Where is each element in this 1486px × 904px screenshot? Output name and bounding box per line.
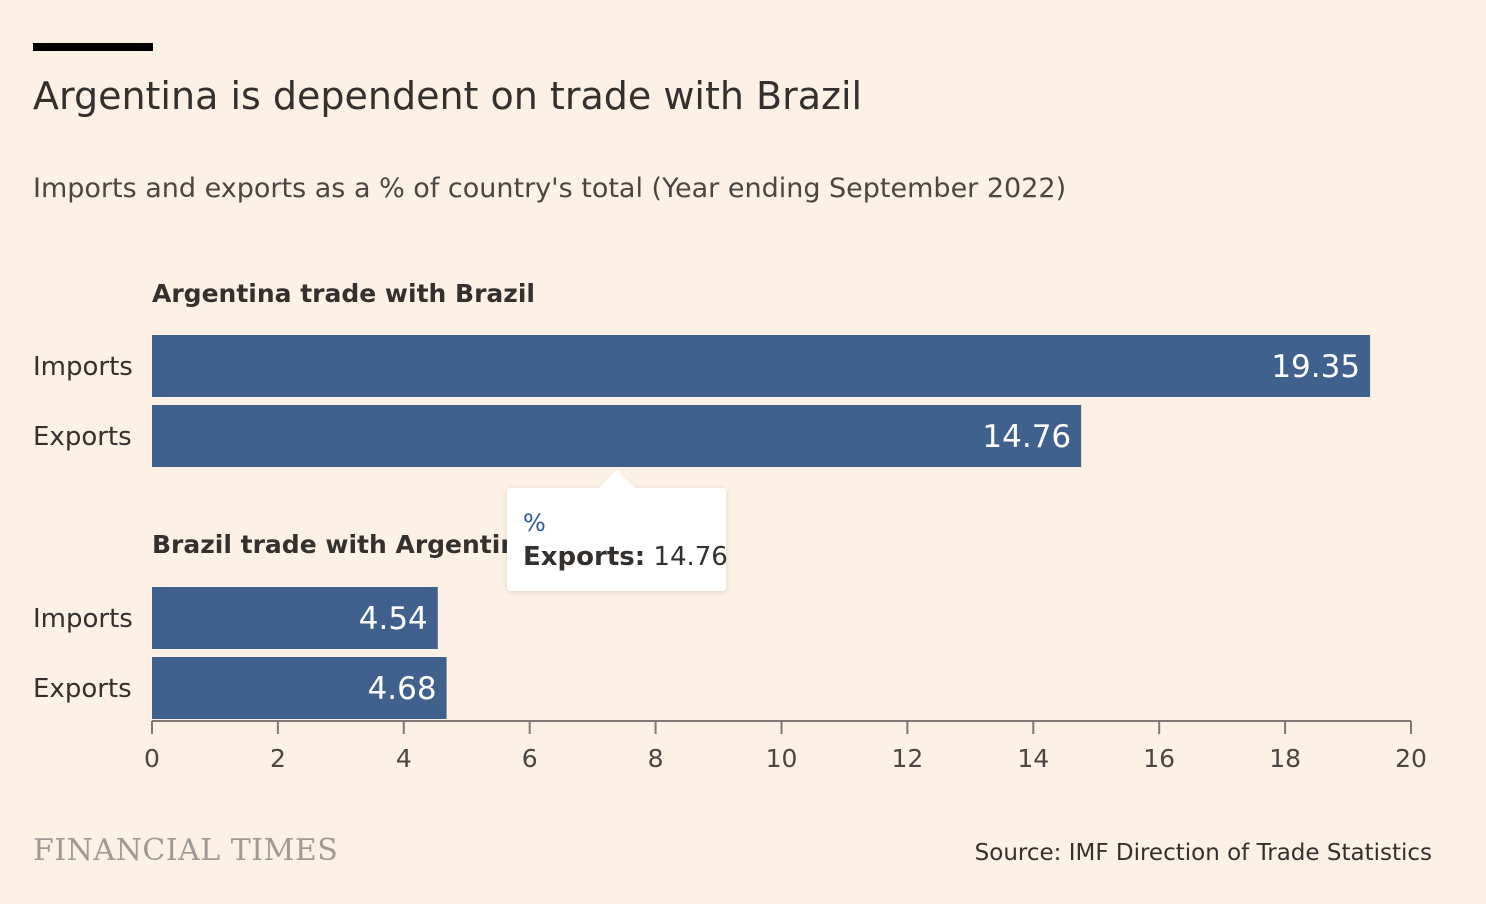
data-label: 4.68 [368, 671, 437, 707]
tooltip-label: Exports: [523, 542, 646, 572]
x-tick-label: 14 [1017, 744, 1049, 773]
data-label: 14.76 [982, 419, 1071, 455]
bar [152, 405, 1082, 467]
data-tooltip: % Exports: 14.76 [507, 470, 728, 591]
category-label: Exports [33, 674, 132, 704]
bar [152, 335, 1371, 397]
ft-logo: FINANCIAL TIMES [33, 833, 339, 868]
category-label: Exports [33, 422, 132, 452]
title-accent-bar [33, 43, 153, 51]
group-label: Brazil trade with Argentina [152, 530, 535, 559]
x-tick-label: 20 [1395, 744, 1427, 773]
x-tick-label: 8 [648, 744, 664, 773]
category-label: Imports [33, 604, 133, 634]
bar [152, 657, 447, 719]
x-tick-label: 0 [144, 744, 160, 773]
tooltip-row: Exports: 14.76 [523, 542, 728, 572]
category-label: Imports [33, 352, 133, 382]
x-tick-label: 12 [891, 744, 923, 773]
data-label: 19.35 [1271, 349, 1360, 385]
tooltip-unit: % [523, 509, 546, 537]
x-tick-label: 10 [766, 744, 798, 773]
x-tick-label: 6 [522, 744, 538, 773]
bar [152, 587, 438, 649]
group-label: Argentina trade with Brazil [152, 279, 535, 308]
chart-title: Argentina is dependent on trade with Bra… [33, 74, 863, 118]
x-tick-label: 16 [1143, 744, 1175, 773]
source-note: Source: IMF Direction of Trade Statistic… [974, 840, 1432, 866]
x-tick-label: 4 [396, 744, 412, 773]
tooltip-value: 14.76 [653, 542, 728, 572]
x-tick-label: 18 [1269, 744, 1301, 773]
x-tick-label: 2 [270, 744, 286, 773]
data-label: 4.54 [359, 601, 428, 637]
chart-subtitle: Imports and exports as a % of country's … [33, 173, 1067, 204]
